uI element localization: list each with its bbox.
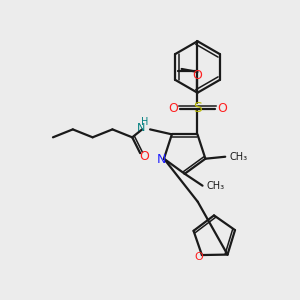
Text: O: O xyxy=(193,69,202,82)
Text: CH₃: CH₃ xyxy=(229,152,247,162)
Text: S: S xyxy=(193,100,202,115)
Text: N: N xyxy=(137,123,145,134)
Text: CH₃: CH₃ xyxy=(206,181,225,191)
Text: O: O xyxy=(168,102,178,115)
Text: H: H xyxy=(141,118,148,128)
Text: N: N xyxy=(156,153,166,166)
Text: O: O xyxy=(139,150,149,163)
Text: O: O xyxy=(217,102,227,115)
Text: O: O xyxy=(194,252,203,262)
